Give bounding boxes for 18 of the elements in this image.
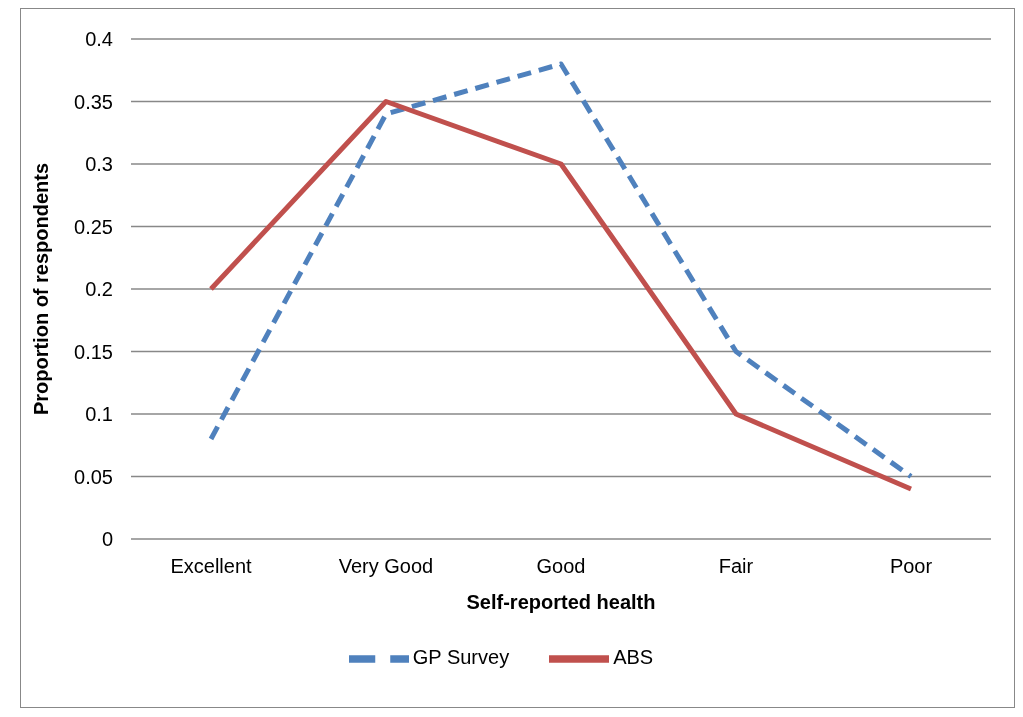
- y-tick-label: 0.4: [85, 28, 113, 51]
- y-tick-label: 0.05: [74, 465, 113, 488]
- legend-label: GP Survey: [412, 646, 510, 669]
- x-tick-label: Poor: [889, 555, 933, 578]
- y-tick-label: 0.1: [85, 403, 113, 426]
- x-tick-label: Excellent: [170, 555, 253, 578]
- y-tick-label: 0.3: [85, 153, 113, 176]
- y-tick-label: 0: [101, 528, 113, 551]
- legend-label: ABS: [613, 646, 654, 669]
- y-tick-label: 0.25: [74, 215, 113, 238]
- x-tick-label: Fair: [718, 555, 754, 578]
- x-tick-label: Very Good: [338, 555, 434, 578]
- x-axis-title: Self-reported health: [466, 591, 656, 613]
- y-tick-label: 0.2: [85, 278, 113, 301]
- x-tick-label: Good: [536, 555, 586, 578]
- y-tick-label: 0.35: [74, 90, 113, 113]
- y-tick-label: 0.15: [74, 340, 113, 363]
- y-axis-title: Proportion of respondents: [30, 162, 53, 416]
